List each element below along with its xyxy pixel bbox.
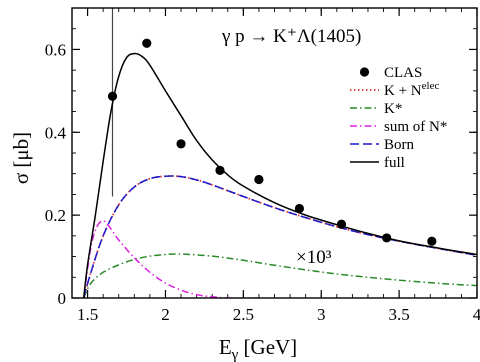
series-line-sum-of-n — [82, 220, 259, 298]
y-axis-title: σ [μb] — [9, 132, 33, 184]
x-tick-label: 4 — [473, 305, 480, 324]
data-point-clas — [142, 38, 152, 48]
legend-marker-clas — [359, 67, 370, 77]
legend-label-born: Born — [384, 137, 415, 153]
legend-label-clas: CLAS — [384, 65, 422, 81]
series-line-k — [82, 253, 477, 298]
plot-area-background — [72, 8, 477, 298]
data-point-clas — [427, 236, 437, 246]
data-point-clas — [107, 91, 118, 101]
data-point-clas — [176, 139, 186, 149]
x-tick-label: 3.5 — [388, 305, 409, 324]
scale-annotation: ×10³ — [296, 247, 332, 268]
points-layer — [107, 38, 437, 246]
data-point-clas — [382, 233, 392, 243]
plot-frame — [71, 7, 478, 299]
y-tick-label: 0.4 — [45, 123, 67, 142]
data-point-clas — [254, 174, 264, 185]
y-tick-label: 0.2 — [45, 206, 66, 225]
data-point-clas — [336, 219, 347, 229]
y-tick-label: 0 — [58, 289, 67, 308]
x-tick-label: 2.5 — [233, 305, 254, 324]
series-layer — [82, 8, 477, 298]
data-point-clas — [215, 165, 225, 175]
legend-label-full: full — [384, 155, 405, 171]
legend-label-sum-of-n: sum of N* — [384, 119, 447, 135]
series-line-full — [82, 52, 477, 298]
x-tick-label: 1.5 — [77, 305, 98, 324]
x-tick-label: 2 — [161, 305, 170, 324]
chart-title: γ p → K⁺Λ(1405) — [221, 26, 361, 47]
y-tick-label: 0.6 — [45, 40, 66, 59]
tick-labels-group: 1.5 2 2.5 3 3.5 4 0 0.2 0.4 0.6 — [45, 40, 480, 324]
x-axis-title: Eγ [GeV] — [219, 335, 297, 362]
data-point-clas — [294, 203, 305, 214]
legend-label-k: K* — [384, 101, 402, 117]
x-tick-label: 3 — [317, 305, 326, 324]
series-line-born — [82, 175, 477, 298]
